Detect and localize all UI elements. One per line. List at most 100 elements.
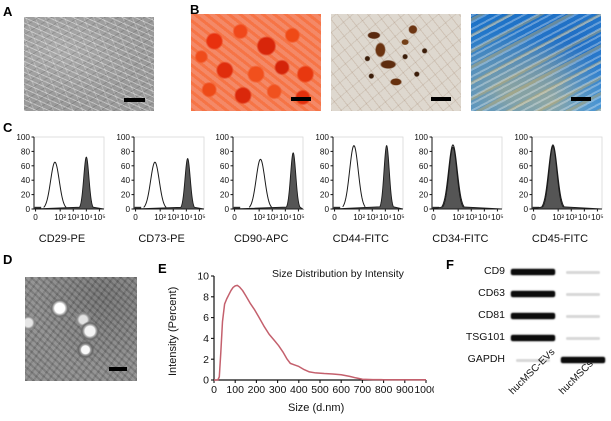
svg-text:40: 40 — [419, 176, 429, 185]
svg-text:10⁵: 10⁵ — [93, 213, 106, 222]
svg-text:20: 20 — [120, 191, 130, 200]
svg-text:10²: 10² — [54, 213, 66, 222]
svg-text:0: 0 — [203, 375, 209, 387]
panel-a-scale-bar — [124, 98, 145, 102]
svg-text:10⁴: 10⁴ — [578, 213, 591, 222]
panel-b3-scale-bar — [571, 97, 591, 101]
blot-protein-label-gapdh: GAPDH — [467, 353, 505, 365]
blot-band-cd63-cells — [565, 292, 601, 296]
svg-text:10⁵: 10⁵ — [591, 213, 604, 222]
flow-marker-label-cd90-apc: CD90-APC — [233, 233, 289, 245]
svg-text:10⁴: 10⁴ — [80, 213, 93, 222]
svg-text:40: 40 — [120, 176, 130, 185]
svg-text:10⁵: 10⁵ — [292, 213, 305, 222]
svg-text:900: 900 — [396, 384, 414, 396]
svg-text:4: 4 — [203, 333, 209, 345]
svg-text:0: 0 — [232, 213, 237, 222]
panel-d-scale-bar — [109, 367, 127, 371]
svg-text:10: 10 — [197, 271, 209, 283]
svg-text:100: 100 — [226, 384, 244, 396]
svg-text:100: 100 — [216, 133, 230, 142]
svg-text:500: 500 — [311, 384, 329, 396]
panel-e-size-distribution-plot: 024681001002003004005006007008009001000 — [178, 268, 438, 408]
panel-b-von-kossa-image — [331, 14, 461, 111]
panel-e-x-axis-label: Size (d.nm) — [288, 402, 345, 414]
flow-marker-label-cd44-fitc: CD44-FITC — [332, 233, 389, 245]
panel-label-e: E — [158, 261, 167, 276]
svg-text:60: 60 — [220, 162, 230, 171]
flow-histogram-cd29-pe: 0 20 40 60 80 100 0 10² 10³ 10⁴ 10⁵ — [12, 133, 112, 231]
svg-text:0: 0 — [33, 213, 38, 222]
svg-text:2: 2 — [203, 354, 209, 366]
svg-text:20: 20 — [519, 191, 529, 200]
svg-text:60: 60 — [419, 162, 429, 171]
blot-protein-label-cd81: CD81 — [478, 309, 505, 321]
svg-text:0: 0 — [133, 213, 138, 222]
panel-label-b: B — [190, 2, 200, 17]
panel-b1-scale-bar — [291, 97, 311, 101]
svg-text:0: 0 — [324, 205, 329, 214]
svg-text:100: 100 — [514, 133, 528, 142]
svg-text:10²: 10² — [552, 213, 564, 222]
blot-protein-label-cd9: CD9 — [483, 265, 505, 277]
blot-band-tsg101-cells — [565, 336, 601, 340]
blot-lane-label-cells: hucMSCs — [557, 358, 596, 397]
flow-histogram-cd34-fitc: 0 20 40 60 80 100 0 10² 10³ 10⁴ 10⁵ — [410, 133, 510, 231]
panel-e-chart-title: Size Distribution by Intensity — [272, 268, 404, 280]
panel-b-oil-red-o-image — [191, 14, 321, 111]
svg-text:0: 0 — [424, 205, 429, 214]
panel-b2-scale-bar — [431, 97, 451, 101]
svg-text:20: 20 — [320, 191, 330, 200]
svg-text:800: 800 — [375, 384, 393, 396]
blot-band-cd81-evs — [511, 313, 555, 319]
flow-histogram-cd44-fitc: 0 20 40 60 80 100 0 10² 10³ 10⁴ 10⁵ — [311, 133, 411, 231]
svg-text:10²: 10² — [453, 213, 465, 222]
blot-band-gapdh-cells — [561, 357, 605, 363]
panel-label-f: F — [446, 257, 454, 272]
panel-a-micrograph — [24, 17, 154, 111]
svg-text:400: 400 — [290, 384, 308, 396]
panel-b-alcian-blue-image — [471, 14, 601, 111]
svg-text:0: 0 — [25, 205, 30, 214]
svg-text:0: 0 — [523, 205, 528, 214]
svg-text:20: 20 — [21, 191, 31, 200]
svg-text:20: 20 — [220, 191, 230, 200]
svg-text:40: 40 — [21, 176, 31, 185]
svg-text:80: 80 — [419, 147, 429, 156]
svg-text:600: 600 — [332, 384, 350, 396]
svg-text:20: 20 — [419, 191, 429, 200]
svg-text:200: 200 — [248, 384, 266, 396]
svg-text:700: 700 — [354, 384, 372, 396]
svg-text:0: 0 — [531, 213, 536, 222]
blot-lane-label-evs: hucMSC-EVs — [507, 346, 558, 397]
svg-text:40: 40 — [519, 176, 529, 185]
size-distribution-curve — [214, 284, 426, 381]
flow-histogram-cd45-fitc: 0 20 40 60 80 100 0 10² 10³ 10⁴ 10⁵ — [510, 133, 610, 231]
flow-histogram-cd90-apc: 0 20 40 60 80 100 0 10² 10³ 10⁴ 10⁵ — [211, 133, 311, 231]
svg-text:60: 60 — [120, 162, 130, 171]
svg-text:100: 100 — [116, 133, 130, 142]
svg-text:0: 0 — [432, 213, 437, 222]
svg-text:0: 0 — [332, 213, 337, 222]
svg-text:10³: 10³ — [167, 213, 179, 222]
flow-marker-label-cd45-fitc: CD45-FITC — [531, 233, 589, 245]
panel-label-c: C — [3, 120, 13, 135]
svg-text:60: 60 — [320, 162, 330, 171]
svg-text:10³: 10³ — [67, 213, 79, 222]
blot-band-tsg101-evs — [511, 335, 555, 341]
svg-text:10⁴: 10⁴ — [478, 213, 491, 222]
svg-text:40: 40 — [320, 176, 330, 185]
svg-text:10⁴: 10⁴ — [279, 213, 292, 222]
svg-text:10²: 10² — [353, 213, 365, 222]
svg-text:8: 8 — [203, 291, 209, 303]
hucmsc-cell-texture — [24, 17, 154, 111]
panel-label-a: A — [3, 4, 13, 19]
panel-d-tem-micrograph — [25, 277, 137, 381]
svg-text:80: 80 — [120, 147, 130, 156]
extracellular-vesicle-texture — [25, 277, 137, 381]
blot-band-gapdh-evs — [515, 358, 551, 362]
svg-text:300: 300 — [269, 384, 287, 396]
svg-text:10⁵: 10⁵ — [392, 213, 405, 222]
svg-text:80: 80 — [320, 147, 330, 156]
